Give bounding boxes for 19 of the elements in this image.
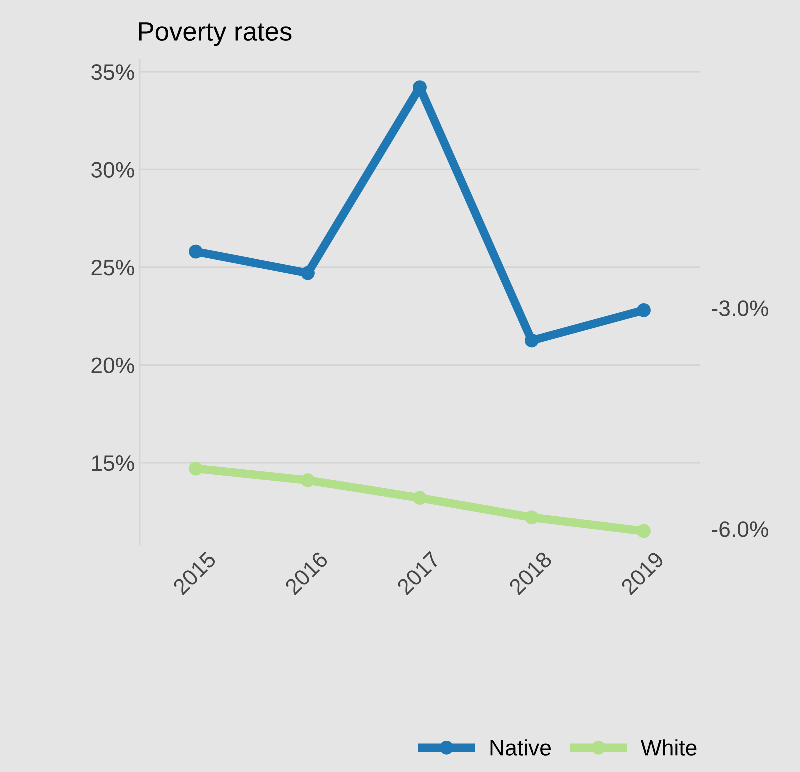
point	[525, 334, 539, 348]
point	[637, 304, 651, 318]
y-tick-label: 35%	[92, 64, 134, 80]
chart-title: Poverty rates	[139, 22, 292, 46]
point	[301, 266, 315, 280]
legend-label: White	[640, 740, 697, 756]
legend-label: Native	[490, 740, 551, 756]
point	[413, 491, 427, 506]
text: -6.0%	[712, 522, 768, 538]
y-tick-label: 15%	[92, 456, 134, 472]
point	[525, 510, 539, 525]
text: -3.0%	[712, 300, 768, 316]
point	[189, 462, 203, 476]
point	[301, 474, 315, 488]
y-tick-label: 20%	[92, 358, 134, 374]
point	[189, 244, 203, 259]
y-tick-label: 25%	[92, 260, 134, 276]
point	[637, 524, 651, 538]
y-tick-label: 30%	[92, 162, 134, 178]
